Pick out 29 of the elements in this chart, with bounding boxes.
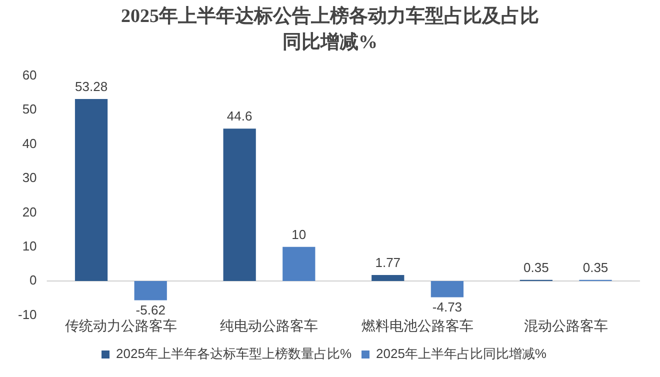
x-tick-label: 混动公路客车 [524, 317, 608, 334]
bar [134, 281, 167, 300]
bar [223, 128, 256, 282]
data-label: 1.77 [375, 255, 401, 270]
bar [282, 246, 316, 282]
data-label: 53.28 [75, 79, 108, 94]
y-tick-label: 60 [22, 68, 37, 83]
legend-label: 2025年上半年占比同比增减% [376, 346, 547, 362]
bar [430, 281, 464, 298]
y-tick-label: 30 [22, 170, 37, 186]
y-tick-label: -10 [18, 306, 37, 322]
data-label: 0.35 [582, 260, 608, 275]
x-tick-label: 传统动力公路客车 [64, 317, 177, 334]
data-label: -4.73 [432, 299, 462, 314]
y-tick-label: 40 [22, 136, 37, 151]
data-label: 0.35 [524, 260, 549, 275]
x-tick-label: 燃料电池公路客车 [362, 317, 474, 334]
legend-label: 2025年上半年各达标车型上榜数量占比% [116, 346, 352, 362]
y-tick-label: 0 [30, 272, 37, 288]
y-tick-label: 20 [22, 204, 37, 220]
x-tick-label: 纯电动公路客车 [220, 317, 318, 334]
bar [74, 98, 108, 282]
data-label: 10 [292, 226, 306, 242]
chart-title: 2025年上半年达标公告上榜各动力车型占比及占比同比增减% [120, 4, 540, 55]
y-tick-label: 50 [22, 102, 37, 117]
data-label: -5.62 [136, 302, 166, 318]
data-label: 44.6 [226, 108, 252, 124]
y-tick-label: 10 [22, 238, 37, 254]
bar [372, 274, 404, 282]
